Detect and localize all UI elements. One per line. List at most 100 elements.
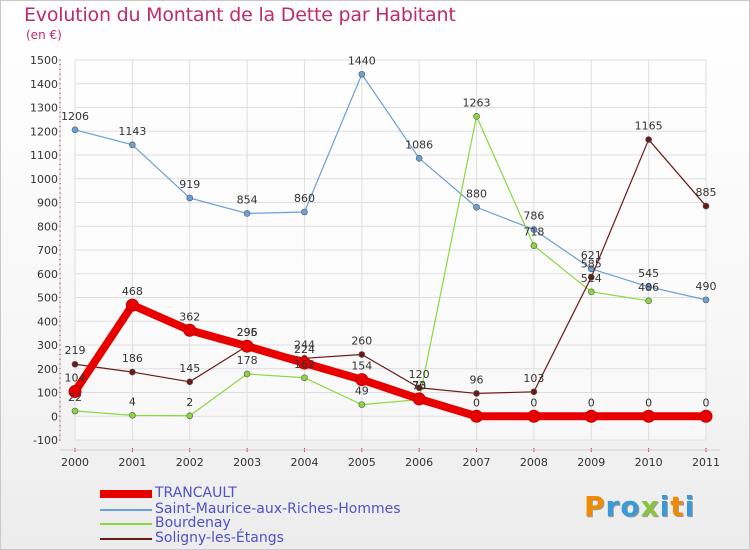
data-point-bourdenay xyxy=(473,112,480,120)
data-label-trancault: 0 xyxy=(588,396,595,409)
data-label-bourdenay: 718 xyxy=(523,226,544,239)
legend-label: TRANCAULT xyxy=(155,485,237,501)
chart-unit: (en €) xyxy=(26,28,62,42)
data-label-soligny-les-etangs: 296 xyxy=(237,326,258,339)
data-point-soligny-les-etangs xyxy=(530,388,538,396)
data-label-saint-maurice-aux-riches-hommes: 880 xyxy=(466,187,487,200)
legend-swatch xyxy=(100,523,152,525)
data-label-saint-maurice-aux-riches-hommes: 1206 xyxy=(61,110,89,123)
logo-letter: o xyxy=(620,490,641,523)
data-label-bourdenay: 22 xyxy=(68,391,82,404)
y-tick-label: 600 xyxy=(37,268,58,281)
data-point-trancault xyxy=(412,392,426,406)
data-label-soligny-les-etangs: 1165 xyxy=(635,120,663,133)
y-tick-label: 900 xyxy=(37,197,58,210)
data-label-saint-maurice-aux-riches-hommes: 490 xyxy=(696,280,717,293)
data-label-soligny-les-etangs: 219 xyxy=(65,344,86,357)
data-label-bourdenay: 524 xyxy=(581,272,602,285)
data-point-soligny-les-etangs xyxy=(587,274,595,281)
y-tick-label: 0 xyxy=(51,410,58,423)
legend-swatch xyxy=(100,490,152,498)
data-point-saint-maurice-aux-riches-hommes xyxy=(473,203,480,211)
data-point-saint-maurice-aux-riches-hommes xyxy=(129,141,136,149)
legend-label: Soligny-les-Étangs xyxy=(155,530,284,546)
data-point-saint-maurice-aux-riches-hommes xyxy=(415,155,423,162)
data-point-soligny-les-etangs xyxy=(645,136,652,143)
x-tick-label: 2011 xyxy=(692,456,720,469)
data-point-saint-maurice-aux-riches-hommes xyxy=(702,296,710,304)
series-line-trancault xyxy=(71,301,710,421)
data-label-bourdenay: 70 xyxy=(412,380,426,393)
data-label-trancault: 154 xyxy=(351,360,372,373)
y-tick-label: 1000 xyxy=(30,173,58,186)
data-point-trancault xyxy=(355,373,369,387)
data-label-saint-maurice-aux-riches-hommes: 1143 xyxy=(118,125,146,138)
chart-title: Evolution du Montant de la Dette par Hab… xyxy=(24,4,456,26)
data-point-soligny-les-etangs xyxy=(473,390,480,397)
data-point-trancault xyxy=(240,339,254,353)
y-tick-label: 500 xyxy=(37,292,58,305)
data-label-saint-maurice-aux-riches-hommes: 919 xyxy=(179,178,200,191)
data-point-bourdenay xyxy=(129,411,136,419)
data-point-bourdenay xyxy=(301,374,308,382)
data-point-bourdenay xyxy=(71,407,79,415)
data-label-trancault: 224 xyxy=(294,343,315,356)
data-point-trancault xyxy=(125,298,139,312)
data-label-soligny-les-etangs: 120 xyxy=(409,368,430,381)
y-tick-label: 100 xyxy=(37,387,58,400)
data-point-soligny-les-etangs xyxy=(71,360,79,368)
y-tick-label: 1200 xyxy=(30,125,58,138)
data-point-soligny-les-etangs xyxy=(415,384,423,392)
y-tick-label: 1100 xyxy=(30,149,58,162)
data-label-saint-maurice-aux-riches-hommes: 854 xyxy=(237,193,258,206)
data-label-bourdenay: 178 xyxy=(237,354,258,367)
y-tick-label: 800 xyxy=(37,220,58,233)
data-label-bourdenay: 1263 xyxy=(463,96,491,109)
data-label-bourdenay: 49 xyxy=(355,385,369,398)
data-label-trancault: 468 xyxy=(122,285,143,298)
y-tick-label: 1400 xyxy=(30,78,58,91)
data-label-trancault: 73 xyxy=(412,379,426,392)
legend-swatch xyxy=(100,509,152,511)
x-tick-label: 2001 xyxy=(118,456,146,469)
series-line-soligny-les-etangs xyxy=(74,138,707,395)
data-point-bourdenay xyxy=(530,242,538,250)
logo-letter: x xyxy=(640,490,660,523)
data-point-trancault xyxy=(527,409,541,423)
data-label-trancault: 0 xyxy=(645,396,652,409)
data-label-bourdenay: 486 xyxy=(638,281,659,294)
data-label-saint-maurice-aux-riches-hommes: 545 xyxy=(638,267,659,280)
data-label-bourdenay: 2 xyxy=(186,396,193,409)
data-label-saint-maurice-aux-riches-hommes: 1440 xyxy=(348,54,376,67)
y-tick-label: 200 xyxy=(37,363,58,376)
data-point-trancault xyxy=(642,409,656,423)
data-label-saint-maurice-aux-riches-hommes: 860 xyxy=(294,192,315,205)
data-point-bourdenay xyxy=(186,412,194,420)
data-label-saint-maurice-aux-riches-hommes: 1086 xyxy=(405,138,433,151)
proxiti-logo: Proxiti xyxy=(584,490,695,523)
x-tick-label: 2008 xyxy=(520,456,548,469)
x-tick-label: 2000 xyxy=(61,456,89,469)
logo-letter: i xyxy=(659,490,671,523)
data-point-saint-maurice-aux-riches-hommes xyxy=(530,226,538,233)
data-label-soligny-les-etangs: 186 xyxy=(122,352,143,365)
x-tick-label: 2010 xyxy=(635,456,663,469)
y-tick-label: 700 xyxy=(37,244,58,257)
legend-label: Saint-Maurice-aux-Riches-Hommes xyxy=(155,501,401,517)
data-point-saint-maurice-aux-riches-hommes xyxy=(358,70,366,78)
data-point-trancault xyxy=(699,409,713,423)
data-point-soligny-les-etangs xyxy=(186,378,194,386)
data-point-saint-maurice-aux-riches-hommes xyxy=(645,283,652,291)
data-point-trancault xyxy=(183,323,197,337)
data-point-trancault xyxy=(470,409,484,423)
data-label-soligny-les-etangs: 244 xyxy=(294,338,315,351)
data-point-bourdenay xyxy=(358,401,366,408)
data-label-saint-maurice-aux-riches-hommes: 621 xyxy=(581,249,602,262)
x-tick-label: 2009 xyxy=(577,456,605,469)
data-label-soligny-les-etangs: 103 xyxy=(523,372,544,385)
data-label-trancault: 0 xyxy=(473,396,480,409)
logo-letter: P xyxy=(584,490,606,523)
data-point-trancault xyxy=(68,385,82,399)
